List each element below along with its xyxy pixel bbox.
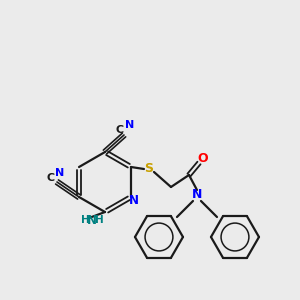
Text: N: N [129, 194, 139, 208]
Text: N: N [87, 214, 97, 226]
Text: O: O [198, 152, 208, 166]
Text: H: H [94, 215, 103, 225]
Text: N: N [125, 120, 135, 130]
Text: N: N [56, 168, 64, 178]
Text: S: S [145, 163, 154, 176]
Text: H: H [81, 215, 89, 225]
Text: N: N [192, 188, 202, 202]
Text: C: C [47, 173, 55, 183]
Text: C: C [116, 125, 124, 135]
